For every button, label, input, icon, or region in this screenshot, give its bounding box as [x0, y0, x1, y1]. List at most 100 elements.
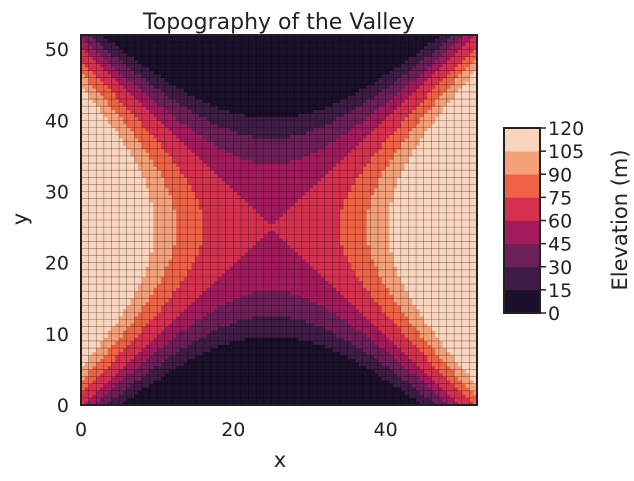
contour-cell	[225, 362, 230, 367]
contour-cell	[157, 70, 162, 75]
contour-cell	[187, 330, 192, 335]
contour-cell	[81, 372, 86, 377]
contour-cell	[126, 209, 131, 214]
contour-cell	[145, 95, 150, 100]
contour-cell	[176, 148, 181, 153]
contour-cell	[240, 376, 246, 381]
contour-cell	[119, 269, 124, 274]
contour-cell	[237, 173, 242, 178]
contour-cell	[191, 230, 196, 235]
contour-cell	[237, 170, 242, 175]
contour-cell	[248, 170, 253, 175]
contour-cell	[119, 74, 124, 79]
contour-cell	[187, 380, 192, 385]
contour-cell	[164, 99, 169, 103]
contour-cell	[210, 173, 215, 178]
contour-cell	[160, 316, 166, 320]
contour-cell	[199, 362, 204, 367]
contour-cell	[214, 195, 219, 200]
contour-cell	[84, 170, 89, 175]
contour-cell	[237, 372, 242, 377]
contour-cell	[225, 301, 230, 306]
contour-cell	[138, 319, 143, 324]
contour-cell	[160, 380, 166, 385]
contour-cell	[229, 305, 234, 310]
contour-cell	[225, 141, 230, 146]
contour-cell	[126, 63, 131, 68]
contour-cell	[84, 397, 89, 402]
contour-cell	[259, 291, 265, 296]
contour-cell	[180, 248, 185, 253]
contour-cell	[252, 305, 257, 310]
contour-cell	[225, 77, 230, 82]
contour-cell	[149, 259, 154, 264]
contour-cell	[100, 52, 105, 57]
contour-cell	[187, 252, 192, 256]
contour-cell	[172, 340, 177, 345]
contour-cell	[229, 77, 234, 82]
contour-cell	[103, 234, 109, 239]
contour-cell	[153, 390, 158, 395]
contour-cell	[221, 340, 227, 345]
contour-cell	[111, 202, 116, 207]
contour-cell	[157, 380, 162, 385]
contour-cell	[168, 95, 173, 100]
contour-cell	[130, 337, 135, 342]
contour-cell	[191, 67, 196, 71]
contour-cell	[111, 273, 116, 278]
contour-cell	[206, 35, 211, 39]
contour-cell	[84, 237, 89, 242]
contour-cell	[210, 145, 215, 150]
contour-cell	[130, 319, 135, 324]
contour-cell	[221, 49, 227, 54]
contour-cell	[252, 95, 257, 100]
contour-cell	[122, 244, 128, 249]
contour-cell	[141, 269, 147, 274]
contour-cell	[141, 152, 147, 157]
contour-cell	[168, 305, 173, 310]
contour-cell	[221, 205, 227, 210]
contour-cell	[244, 223, 249, 228]
contour-cell	[244, 376, 249, 381]
contour-cell	[100, 198, 105, 203]
contour-cell	[252, 148, 257, 153]
contour-cell	[244, 397, 249, 402]
contour-cell	[202, 401, 208, 405]
contour-cell	[81, 376, 86, 381]
contour-cell	[259, 316, 265, 320]
contour-cell	[119, 184, 124, 189]
contour-cell	[103, 220, 109, 224]
contour-cell	[81, 74, 86, 79]
contour-cell	[96, 308, 101, 313]
contour-cell	[115, 276, 120, 281]
contour-cell	[168, 241, 173, 246]
contour-cell	[210, 340, 215, 345]
contour-cell	[145, 84, 150, 89]
contour-cell	[149, 326, 154, 331]
contour-cell	[164, 358, 169, 363]
contour-cell	[126, 269, 131, 274]
contour-cell	[214, 269, 219, 274]
contour-cell	[168, 116, 173, 121]
contour-cell	[126, 280, 131, 285]
contour-cell	[103, 273, 109, 278]
contour-cell	[84, 177, 89, 182]
contour-cell	[153, 99, 158, 103]
contour-cell	[168, 348, 173, 352]
contour-cell	[153, 109, 158, 114]
contour-cell	[122, 351, 128, 356]
contour-cell	[145, 316, 150, 320]
contour-cell	[187, 262, 192, 267]
contour-cell	[252, 88, 257, 93]
contour-cell	[225, 241, 230, 246]
contour-cell	[122, 294, 128, 299]
contour-cell	[84, 99, 89, 103]
contour-cell	[115, 166, 120, 171]
contour-cell	[225, 180, 230, 185]
contour-cell	[176, 369, 181, 374]
contour-cell	[256, 77, 261, 82]
contour-cell	[191, 202, 196, 207]
contour-cell	[145, 255, 150, 260]
contour-cell	[225, 348, 230, 352]
contour-cell	[126, 116, 131, 121]
